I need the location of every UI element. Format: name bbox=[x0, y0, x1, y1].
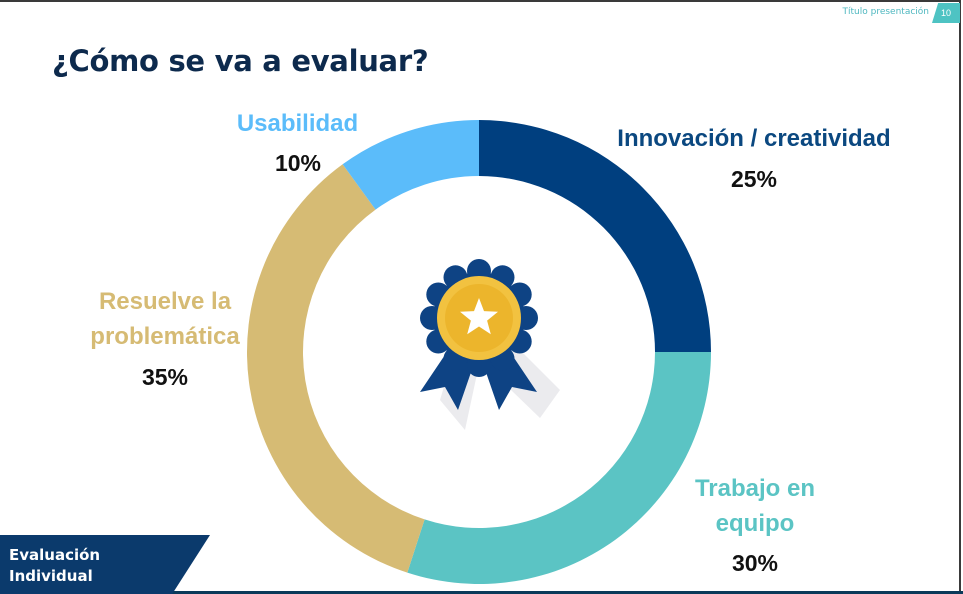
label-trabajo: Trabajo en equipo bbox=[665, 471, 845, 541]
label-resuelve: Resuelve la problemática bbox=[75, 284, 255, 354]
pct-trabajo: 30% bbox=[705, 550, 805, 577]
slice-resuelve bbox=[247, 164, 425, 572]
pct-usabilidad: 10% bbox=[248, 150, 348, 177]
award-medal-icon bbox=[420, 259, 560, 430]
pct-resuelve: 35% bbox=[115, 364, 215, 391]
label-innovacion: Innovación / creatividad bbox=[598, 121, 910, 156]
section-tag: Evaluación Individual bbox=[9, 545, 100, 587]
label-usabilidad: Usabilidad bbox=[210, 106, 385, 141]
pct-innovacion: 25% bbox=[704, 166, 804, 193]
